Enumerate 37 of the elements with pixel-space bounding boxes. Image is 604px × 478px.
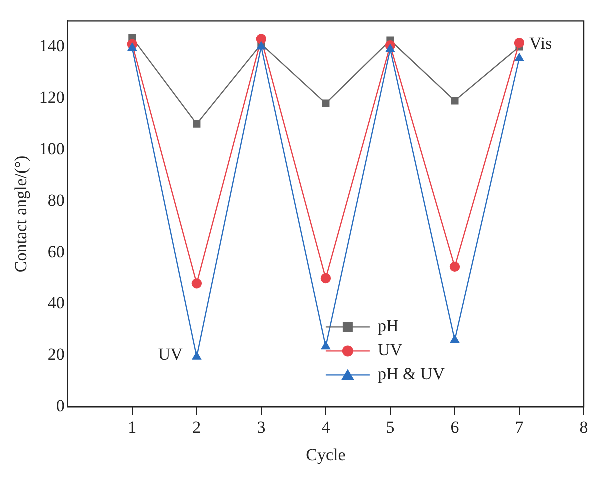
point <box>450 335 460 344</box>
legend-label: pH & UV <box>378 364 446 384</box>
point <box>386 44 395 52</box>
point <box>321 342 330 350</box>
x-tick-label: 8 <box>580 418 588 437</box>
annotation: UV <box>158 345 184 364</box>
point <box>193 120 201 128</box>
y-tick-label: 0 <box>56 396 65 416</box>
point <box>256 34 267 44</box>
y-tick-label: 80 <box>48 190 65 210</box>
point <box>514 38 525 48</box>
y-tick-label: 20 <box>48 345 65 364</box>
x-tick-label: 7 <box>515 418 524 437</box>
legend-label: pH <box>378 316 399 336</box>
legend-label: UV <box>378 340 404 360</box>
point <box>320 273 332 284</box>
y-tick-label: 140 <box>39 36 65 56</box>
x-axis-title: Cycle <box>306 445 346 464</box>
x-tick-label: 1 <box>128 418 137 437</box>
x-tick-label: 5 <box>386 418 395 437</box>
x-tick-label: 4 <box>322 418 331 437</box>
point <box>128 43 137 52</box>
point <box>322 100 330 108</box>
x-tick-label: 6 <box>450 418 460 437</box>
point <box>514 53 524 62</box>
point <box>192 352 202 360</box>
y-tick-label: 60 <box>48 242 65 262</box>
y-tick-label: 100 <box>39 139 65 158</box>
y-tick-label: 40 <box>48 294 65 313</box>
point <box>450 262 460 272</box>
y-axis-title: Contact angle/(°) <box>12 156 31 273</box>
annotation: Vis <box>529 34 552 53</box>
point <box>451 97 459 105</box>
x-tick-label: 3 <box>257 418 266 437</box>
y-tick-label: 120 <box>39 88 65 107</box>
point <box>192 278 202 289</box>
x-tick-label: 2 <box>192 418 202 437</box>
